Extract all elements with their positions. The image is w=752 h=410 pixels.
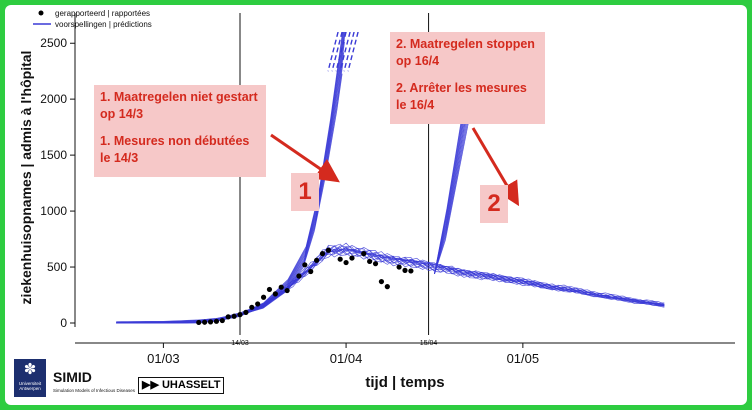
y-tick-label-0: 0 (60, 316, 67, 330)
reported-point-23 (337, 256, 343, 262)
x-tick-label-01-04: 01/04 (330, 351, 363, 366)
reported-point-16 (284, 287, 290, 294)
scenario-1-line-1 (239, 73, 343, 315)
reported-point-29 (378, 278, 385, 285)
annotation-arrow-2 (471, 127, 520, 207)
reported-point-2 (202, 319, 208, 325)
annotation-box-1: 1. Maatregelen niet gestart op 14/3 1. M… (94, 85, 266, 177)
reported-point-3 (207, 319, 214, 325)
reported-point-27 (367, 258, 373, 265)
reported-point-20 (314, 257, 320, 263)
reported-point-32 (402, 267, 408, 273)
scenario-1-tail-2 (331, 32, 343, 72)
logo-uantwerpen-text: Universiteit Antwerpen (18, 381, 42, 391)
legend-entry-reported: gerapporteerd | rapportées (55, 9, 150, 18)
reported-point-7 (231, 313, 237, 319)
logo-uantwerpen: ✽ Universiteit Antwerpen (14, 359, 46, 397)
annotation-box-2: 2. Maatregelen stoppen op 16/4 2. Arrête… (390, 32, 545, 124)
reported-point-22 (325, 247, 331, 253)
annotation-arrow-1 (270, 133, 340, 183)
reported-point-6 (225, 314, 231, 320)
logo-uhasselt-text: UHASSELT (161, 379, 221, 391)
reported-point-9 (243, 309, 249, 315)
y-tick-label-1500: 1500 (40, 148, 67, 162)
scenario-2-line-10 (434, 32, 477, 274)
prediction-ensemble-line-14 (116, 246, 665, 323)
scenario-1-tail-5 (343, 32, 355, 72)
legend-label-reported: gerapporteerd | rapportées (55, 9, 151, 18)
reported-point-10 (249, 304, 255, 310)
scenario-1-tail-4 (339, 32, 351, 72)
annotation-1-line-2: op 14/3 (100, 107, 144, 121)
reported-point-31 (396, 264, 402, 270)
logo-simid: SIMID (53, 369, 92, 385)
legend-marker-reported (38, 10, 44, 16)
scenario-1-tail-6 (347, 32, 359, 72)
reported-point-17 (296, 273, 302, 279)
x-tick-label-01-03: 01/03 (147, 351, 180, 366)
logo-uhasselt: ▶▶ UHASSELT (138, 377, 225, 394)
x-axis-label: tijd | temps (365, 374, 444, 391)
reported-point-30 (384, 284, 390, 290)
reported-point-4 (213, 318, 220, 324)
reported-point-13 (266, 286, 273, 293)
legend-label-predictions: voorspellingen | prédictions (55, 20, 152, 29)
annotation-2-line-1: 2. Maatregelen stoppen (396, 37, 535, 51)
scenario-1-line-10 (239, 32, 343, 315)
y-tick-label-1000: 1000 (40, 204, 67, 218)
y-tick-label-500: 500 (47, 260, 67, 274)
reported-point-18 (302, 262, 308, 268)
reported-point-24 (343, 259, 349, 266)
vline-label-1: 14/03 (231, 340, 249, 347)
scenario-1-line-2 (239, 63, 344, 315)
scenario-1-line-5 (239, 32, 346, 315)
chart: 0 500 1000 1500 2000 2500 01/03 01/04 01/05 14/03… (18, 10, 735, 391)
reported-point-19 (308, 268, 314, 275)
reported-point-14 (272, 291, 278, 297)
y-tick-label-2500: 2500 (40, 36, 67, 50)
reported-point-1 (196, 319, 202, 326)
reported-point-8 (237, 312, 243, 318)
y-tick-label-2000: 2000 (40, 92, 67, 106)
vline-label-2: 15/04 (420, 340, 438, 347)
reported-point-12 (260, 294, 267, 300)
reported-point-5 (219, 317, 225, 324)
reported-point-15 (278, 284, 284, 290)
annotation-1-line-3: 1. Mesures non débutées (100, 134, 250, 148)
chart-frame: 0 500 1000 1500 2000 2500 01/03 01/04 01/05 14/03… (5, 5, 747, 405)
scenario-1-line-3 (239, 52, 345, 315)
fast-forward-icon: ▶▶ (142, 379, 159, 391)
annotation-badge-1: 1 (291, 173, 319, 211)
reported-point-33 (408, 268, 414, 274)
annotation-2-line-2: op 16/4 (396, 54, 440, 68)
reported-point-11 (255, 301, 261, 307)
reported-point-25 (349, 255, 355, 261)
legend-entry-predictions: voorspellingen | prédictions (55, 20, 152, 29)
annotation-2-line-3: 2. Arrêter les mesures (396, 81, 527, 95)
y-axis-label: ziekenhuisopnames | admis à l'hôpital (18, 51, 34, 305)
annotation-2-line-4: le 16/4 (396, 98, 435, 112)
reported-point-28 (372, 261, 379, 267)
annotation-badge-2: 2 (480, 185, 508, 223)
reported-point-21 (319, 251, 326, 257)
prediction-ensemble-line-11 (116, 242, 665, 323)
reported-point-26 (361, 251, 367, 257)
annotation-1-line-4: le 14/3 (100, 151, 139, 165)
scenario-1-tail-3 (335, 32, 347, 72)
prediction-ensemble-line-12 (116, 243, 665, 323)
scenario-1-line-7 (239, 32, 345, 315)
annotation-1-line-1: 1. Maatregelen niet gestart (100, 90, 258, 104)
scenario-1-tail-1 (327, 32, 339, 72)
x-tick-label-01-05: 01/05 (507, 351, 540, 366)
logo-simid-subtitle: Simulation Models of Infectious Diseases (53, 388, 136, 393)
